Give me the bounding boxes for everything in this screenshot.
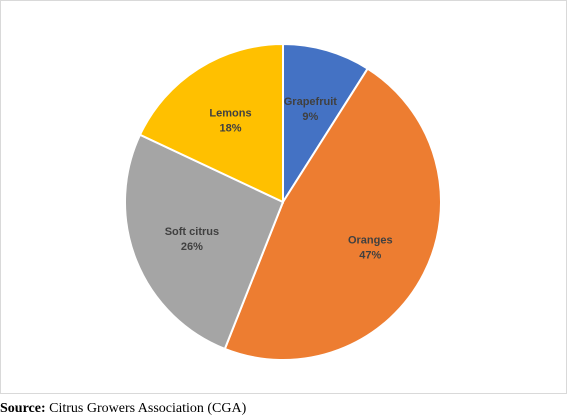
pie-slice-soft-citrus [124,133,285,351]
slice-category-label: Grapefruit [284,96,338,108]
pie-labels: Grapefruit 9% Oranges 47% Soft citrus 26% Lemo… [165,96,393,262]
chart-area: Grapefruit 9% Oranges 47% Soft citrus 26% Lemo… [0,0,567,394]
slice-category-label: Lemons [209,107,251,119]
slice-value-label: 26% [181,241,203,253]
source-text: Citrus Growers Association (CGA) [45,401,247,416]
slice-value-label: 47% [359,249,381,261]
pie-slice-oranges [223,67,442,361]
pie-slice-grapefruit [282,42,370,206]
slice-category-label: Soft citrus [165,226,219,238]
slice-value-label: 18% [219,122,241,134]
source-prefix: Source: [0,401,46,416]
pie-slices [124,42,442,361]
pie-slice-lemons [138,42,284,204]
pie-chart: Grapefruit 9% Oranges 47% Soft citrus 26% Lemo… [124,42,442,361]
slice-category-label: Oranges [348,234,393,246]
slice-value-label: 9% [302,111,318,123]
source-note: Source: Citrus Growers Association (CGA) [0,401,573,417]
